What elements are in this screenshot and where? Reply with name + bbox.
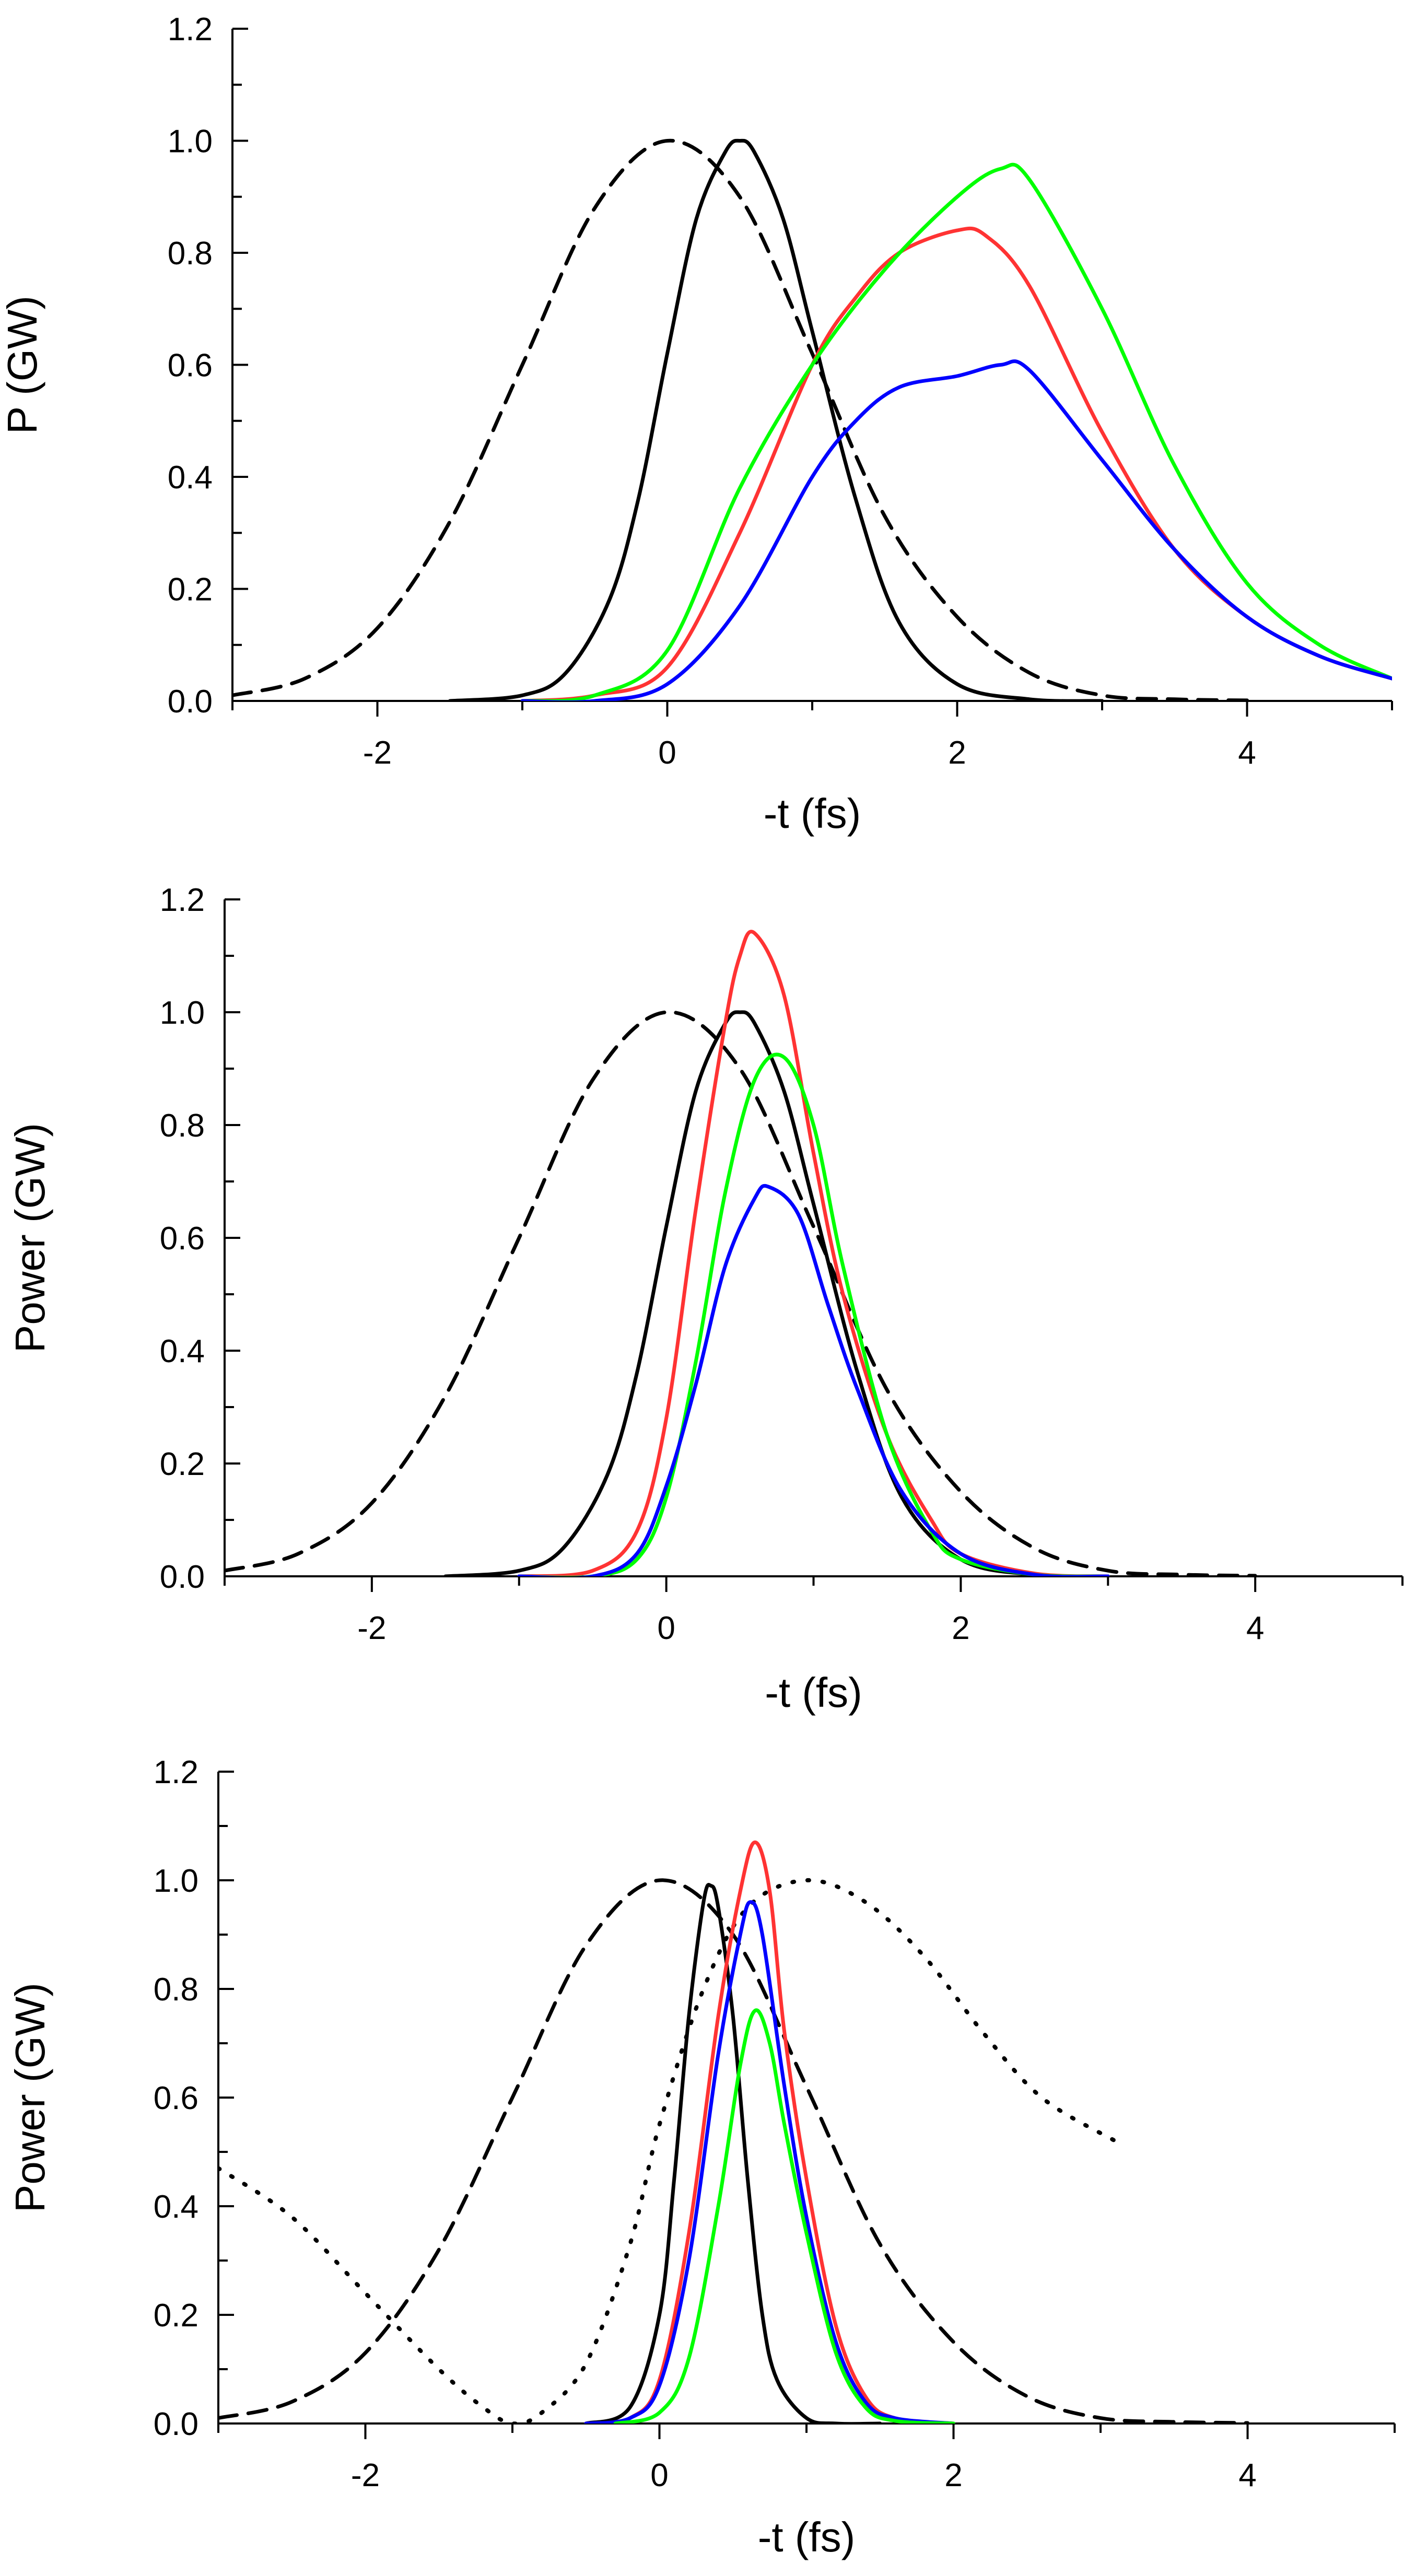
series-line-5-solid [520, 359, 1392, 701]
y-tick-label: 0.0 [160, 1559, 205, 1595]
y-axis-title: P (GW) [0, 296, 45, 434]
x-tick-label: 4 [1238, 2457, 1256, 2493]
x-tick-label: 4 [1238, 735, 1256, 771]
series-line-3-solid [584, 1883, 882, 2423]
series-line-1-dashed [218, 1878, 1249, 2423]
y-tick-label: 0.0 [154, 2406, 198, 2442]
y-tick-label: 1.2 [168, 11, 213, 48]
y-tick-label: 0.0 [168, 684, 213, 720]
x-axis-title: -t (fs) [758, 2514, 856, 2560]
y-tick-label: 0.8 [168, 236, 213, 272]
chart-panel-2: 0.0 0.2 0.4 0.6 0.8 1.0 1.2 -2 0 2 4 -t (fs) Power (… [7, 882, 1404, 1716]
y-tick-label: 0.8 [154, 1972, 198, 2008]
y-tick-label: 1.0 [168, 124, 213, 160]
y-tick-label: 0.6 [160, 1221, 205, 1257]
x-tick-label: -2 [363, 735, 392, 771]
series-line-5-solid [584, 1900, 955, 2423]
y-tick-label: 0.8 [160, 1108, 205, 1144]
x-tick-label: 2 [944, 2457, 962, 2493]
chart-panel-3: 0.0 0.2 0.4 0.6 0.8 1.0 1.2 -2 0 2 4 -t (fs) Power (… [7, 1754, 1396, 2560]
x-tick-label: -2 [351, 2457, 380, 2493]
series-line-4-solid [584, 1840, 955, 2423]
series-group [218, 1840, 1249, 2423]
series-line-3-solid [517, 930, 1110, 1576]
series-line-6-solid [613, 2008, 955, 2423]
y-tick-label: 0.6 [168, 348, 213, 384]
series-line-3-solid [520, 226, 1392, 701]
y-tick-label: 0.2 [160, 1446, 205, 1482]
x-axis-title: -t (fs) [764, 790, 861, 837]
series-line-1-dashed [225, 1010, 1257, 1576]
series-group [232, 138, 1392, 701]
y-tick-label: 0.2 [154, 2298, 198, 2334]
x-tick-label: 2 [952, 1610, 969, 1646]
y-tick-label: 0.6 [154, 2080, 198, 2116]
series-line-4-solid [517, 1052, 1110, 1576]
y-tick-label: 1.2 [154, 1754, 198, 1790]
y-tick-label: 1.0 [154, 1863, 198, 1899]
x-tick-label: 4 [1246, 1610, 1264, 1646]
y-axis-title: Power (GW) [7, 1983, 53, 2212]
y-tick-label: 1.2 [160, 882, 205, 918]
x-tick-label: 2 [948, 735, 966, 771]
y-tick-label: 0.2 [168, 572, 213, 608]
series-line-4-solid [520, 162, 1392, 701]
series-line-2-dotted [218, 1878, 1118, 2423]
series-line-2-solid [443, 1010, 1110, 1576]
x-axis-title: -t (fs) [765, 1669, 862, 1716]
y-tick-label: 0.4 [160, 1333, 205, 1369]
x-tick-label: 0 [650, 2457, 668, 2493]
series-line-5-solid [517, 1184, 1110, 1576]
y-axis-title: Power (GW) [7, 1123, 53, 1353]
y-tick-label: 0.4 [168, 460, 213, 496]
series-line-1-dashed [232, 138, 1249, 701]
x-tick-label: -2 [357, 1610, 386, 1646]
x-tick-label: 0 [658, 735, 676, 771]
x-tick-label: 0 [657, 1610, 675, 1646]
series-line-2-solid [448, 138, 1104, 701]
chart-panel-1: 0.0 0.2 0.4 0.6 0.8 1.0 1.2 -2 0 2 4 -t (fs) P (GW) [0, 11, 1393, 837]
series-group [225, 930, 1257, 1576]
y-tick-label: 0.4 [154, 2189, 198, 2225]
y-tick-label: 1.0 [160, 995, 205, 1031]
